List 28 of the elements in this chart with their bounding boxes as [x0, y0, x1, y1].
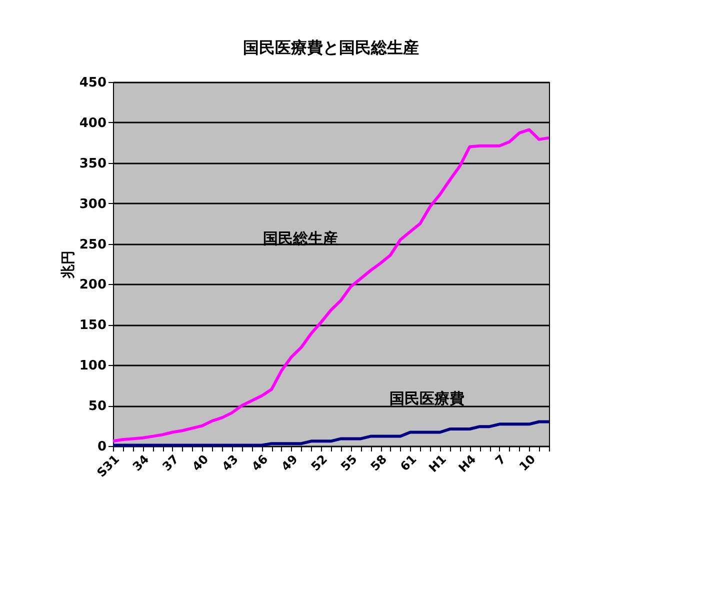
- y-tick-label: 100: [79, 358, 106, 374]
- chart-title: 国民医療費と国民総生産: [243, 38, 419, 57]
- x-tick-label: 46: [248, 452, 271, 474]
- x-tick-label: 58: [368, 452, 390, 474]
- y-tick-label: 350: [79, 156, 106, 172]
- x-tick-label: 52: [308, 452, 330, 474]
- y-tick-label: 0: [97, 440, 106, 454]
- y-tick-label: 400: [79, 116, 106, 131]
- x-tick-label: 43: [219, 452, 241, 474]
- x-tick-label: 10: [516, 452, 538, 474]
- y-tick-label: 200: [79, 278, 106, 293]
- series-label: 国民医療費: [389, 390, 464, 408]
- x-tick-label: 49: [278, 452, 300, 474]
- y-tick-label: 250: [79, 237, 106, 252]
- x-tick-label: H4: [456, 452, 479, 475]
- x-tick-label: 55: [338, 452, 360, 474]
- x-tick-label: 37: [160, 452, 182, 474]
- y-tick-label: 300: [79, 196, 106, 212]
- x-tick-label: 61: [398, 452, 420, 474]
- x-tick-label: 40: [189, 452, 212, 474]
- x-tick-label: 34: [130, 452, 152, 474]
- y-tick-label: 150: [79, 318, 106, 334]
- x-tick-label: 7: [492, 452, 508, 468]
- y-tick-label: 450: [79, 76, 106, 90]
- line-series: [112, 128, 550, 443]
- x-tick-label: H1: [426, 452, 449, 475]
- y-tick-label: 50: [88, 399, 106, 414]
- y-axis-title: 兆円: [60, 250, 76, 280]
